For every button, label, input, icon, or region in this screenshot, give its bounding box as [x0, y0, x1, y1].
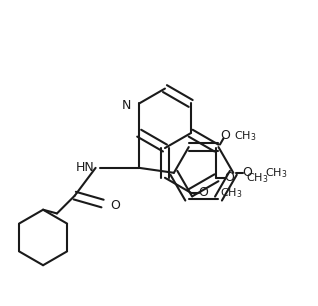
Text: O: O: [198, 186, 208, 199]
Text: CH$_3$: CH$_3$: [265, 166, 287, 180]
Text: O: O: [110, 199, 120, 212]
Text: CH$_3$: CH$_3$: [246, 171, 269, 185]
Text: O: O: [224, 171, 234, 184]
Text: HN: HN: [76, 161, 95, 174]
Text: O: O: [220, 129, 230, 142]
Text: N: N: [122, 99, 131, 112]
Text: CH$_3$: CH$_3$: [234, 129, 257, 143]
Text: CH$_3$: CH$_3$: [220, 186, 243, 200]
Text: O: O: [242, 166, 252, 179]
